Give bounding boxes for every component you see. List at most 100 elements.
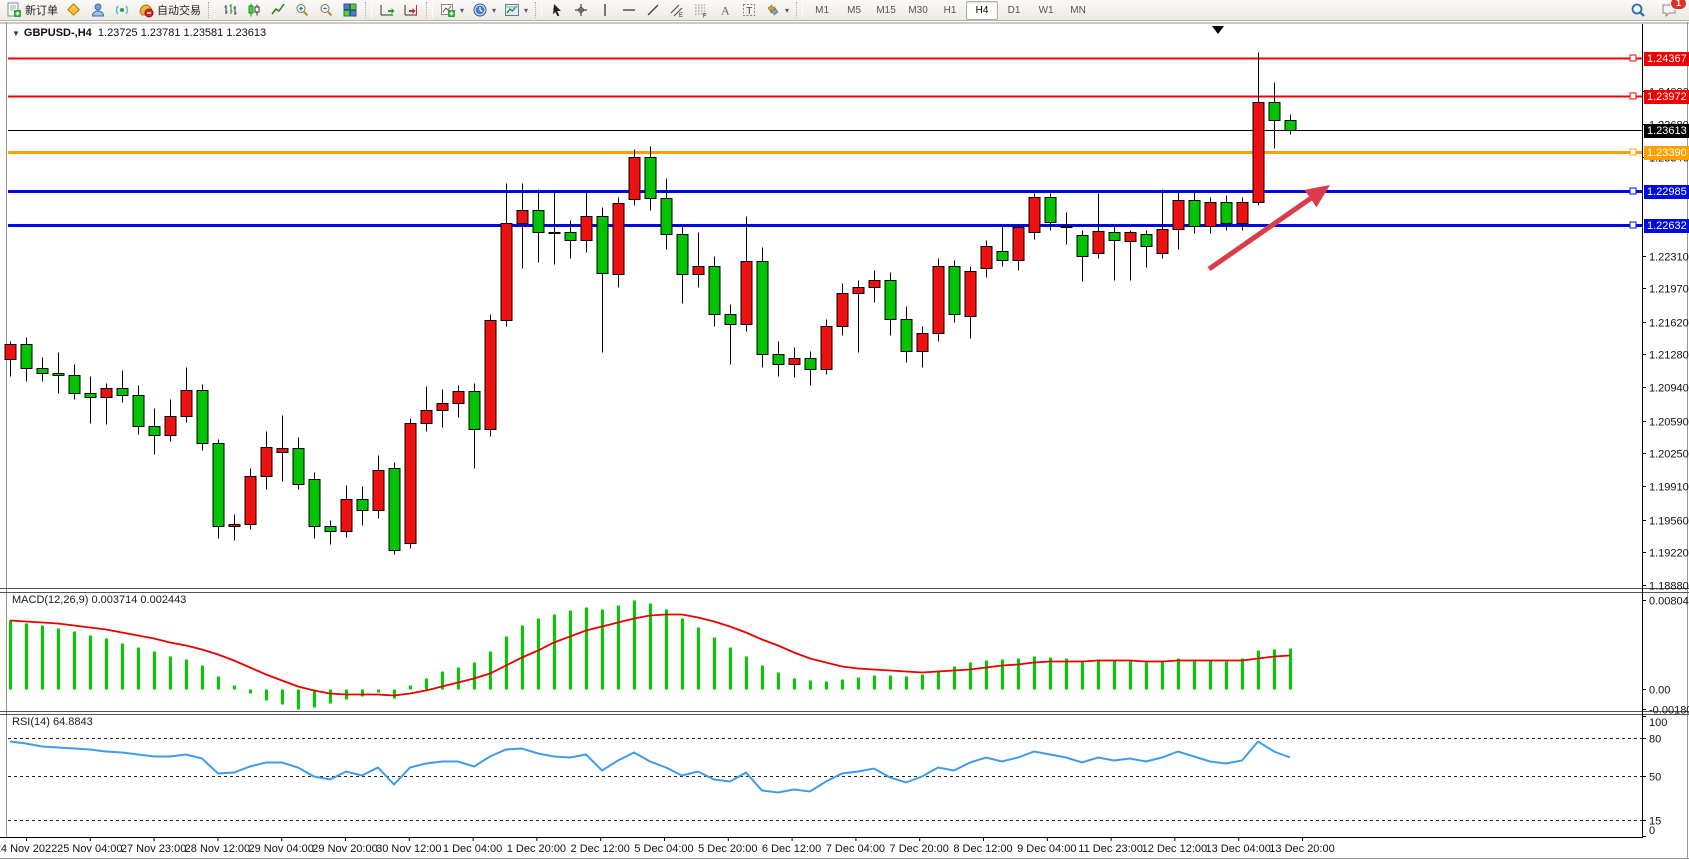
current-price-tag[interactable]: 1.23613 [1644,123,1689,138]
annotation-arrow[interactable] [1207,190,1320,272]
tile-windows-button[interactable] [338,0,362,20]
hline-handle[interactable] [1629,54,1637,62]
rsi-tick-label: 15 [1649,816,1661,828]
horizontal-line-button[interactable] [617,0,641,20]
crosshair-button[interactable] [569,0,593,20]
new-order-button-label: 新订单 [25,5,58,17]
fibonacci-button[interactable]: F [689,0,713,20]
chart-symbol-period: GBPUSD-,H4 [23,27,92,39]
candle [244,476,257,525]
candle [324,526,337,532]
new-order-button[interactable]: 新订单 [2,0,62,20]
candle [52,373,65,376]
auto-trading-button[interactable]: 自动交易 [134,0,205,20]
zoom-out-button[interactable] [314,0,338,20]
shift-marker-icon[interactable] [1212,26,1224,34]
candle [84,393,97,398]
channel-button[interactable]: E [665,0,689,20]
timeframe-button-MN[interactable]: MN [1070,4,1086,16]
indicators-button[interactable]: ▾ [436,0,468,20]
toolbar-separator [535,2,543,18]
hline-price-tag[interactable]: 1.22632 [1644,218,1689,233]
hline-price-tag[interactable]: 1.24367 [1644,51,1689,66]
chart-shift-button[interactable] [399,0,423,20]
timeframe-button-D1[interactable]: D1 [1007,4,1021,16]
annotation-arrow-head[interactable] [1304,185,1330,208]
indicators-icon [440,2,456,18]
macd-tick-label: -0.001807 [1649,705,1689,717]
time-axis-label: 9 Dec 04:00 [1017,843,1076,855]
hline-handle[interactable] [1629,148,1637,156]
timeframe-button-M30[interactable]: M30 [908,4,928,16]
signal-icon [114,2,130,18]
hline-price-tag[interactable]: 1.23390 [1644,145,1689,160]
svg-text:E: E [679,13,683,18]
candle [852,287,865,294]
chart-window[interactable]: 1.240201.236801.233401.223101.219701.216… [0,22,1689,859]
profile-icon [90,2,106,18]
macd-indicator-label: MACD(12,26,9) 0.003714 0.002443 [12,594,187,606]
auto-scroll-button[interactable] [375,0,399,20]
arrows-button[interactable]: ▾ [761,0,793,20]
candle [644,157,657,199]
templates-button[interactable]: ▾ [500,0,532,20]
svg-text:F: F [703,14,707,19]
periods-button[interactable]: ▾ [468,0,500,20]
timeframe-button-H4[interactable]: H4 [966,0,999,20]
dropdown-caret-icon[interactable]: ▾ [524,5,529,15]
hline-handle[interactable] [1629,92,1637,100]
cursor-button[interactable] [545,0,569,20]
candle [1140,234,1153,247]
dropdown-caret-icon[interactable]: ▾ [460,5,465,15]
timeframe-button-M1[interactable]: M1 [815,4,830,16]
candle [452,391,465,404]
profile-button[interactable] [86,0,110,20]
line-chart-button[interactable] [266,0,290,20]
channel-icon: E [669,2,685,18]
candle [820,326,833,370]
timeframe-button-H1[interactable]: H1 [943,4,957,16]
signal-button[interactable] [110,0,134,20]
candlestick-chart-button[interactable] [242,0,266,20]
text-icon: A [717,2,733,18]
horizontal-line-objects[interactable] [8,54,1642,229]
market-tag-button[interactable] [62,0,86,20]
candle [900,319,913,352]
text-button[interactable]: A [713,0,737,20]
hline-price-tag[interactable]: 1.23972 [1644,89,1689,104]
candlestick-chart-icon [246,2,262,18]
candle [196,390,209,444]
hline-price-tag[interactable]: 1.22985 [1644,184,1689,199]
fibonacci-icon: F [693,2,709,18]
toolbar-separator [426,2,433,18]
timeframe-button-M15[interactable]: M15 [876,4,896,16]
chart-shift-icon [403,2,419,18]
time-axis-label: 7 Dec 04:00 [826,843,885,855]
candle [1172,200,1185,230]
vertical-line-button[interactable] [593,0,617,20]
candle [1028,197,1041,233]
bar-chart-button[interactable] [218,0,242,20]
candle [260,447,273,477]
hline-handle[interactable] [1629,221,1637,229]
candle [532,210,545,233]
hline-handle[interactable] [1629,187,1637,195]
chart-canvas[interactable]: 1.240201.236801.233401.223101.219701.216… [0,22,1689,859]
candle [228,524,241,527]
trendline-button[interactable] [641,0,665,20]
zoom-in-button[interactable] [290,0,314,20]
dropdown-caret-icon[interactable]: ▾ [785,5,790,15]
price-tick-label: 1.19220 [1649,548,1689,560]
time-axis-label: 25 Nov 04:00 [57,843,122,855]
timeframe-button-W1[interactable]: W1 [1038,4,1054,16]
text-label-button[interactable]: T [737,0,761,20]
dropdown-caret-icon[interactable]: ▾ [492,5,497,15]
chevron-down-icon[interactable]: ▼ [12,29,20,38]
candle [788,358,801,365]
timeframe-button-M5[interactable]: M5 [847,4,862,16]
market-tag-icon [66,2,82,18]
time-axis-label: 1 Dec 20:00 [507,843,566,855]
candle [420,410,433,424]
notifications-button[interactable]: 1 [1657,0,1687,20]
search-button[interactable] [1625,0,1651,20]
